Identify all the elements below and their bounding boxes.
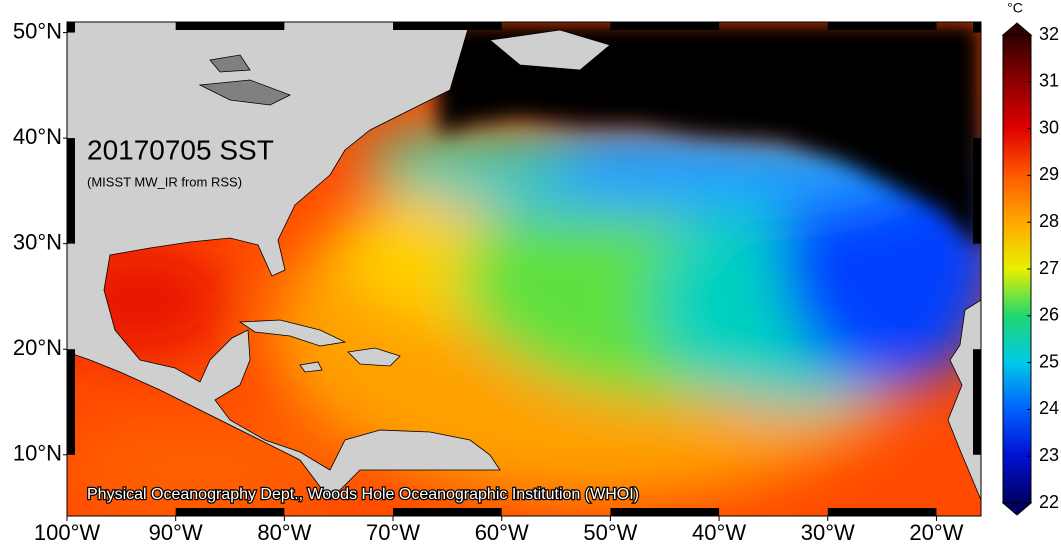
x-tick-label: 30°W	[801, 520, 855, 545]
map-title: 20170705 SST	[87, 134, 274, 165]
border-stripe	[973, 138, 981, 244]
x-tick-label: 20°W	[909, 520, 963, 545]
sst-field	[67, 110, 981, 516]
border-stripe	[67, 22, 75, 33]
land-hispaniola	[347, 347, 401, 367]
credit: Physical Oceanography Dept., Woods Hole …	[87, 486, 639, 503]
x-tick-label: 60°W	[475, 520, 529, 545]
colorbar-tick-label: 25	[1039, 351, 1059, 371]
border-stripe	[175, 508, 285, 516]
land-cuba	[238, 319, 347, 347]
map-subtitle: (MISST MW_IR from RSS)	[87, 174, 242, 189]
border-stripe	[973, 349, 981, 455]
border-stripe	[973, 22, 981, 33]
x-tick-label: 50°W	[583, 520, 637, 545]
y-tick-label: 10°N	[13, 441, 62, 466]
colorbar-tick-label: 27	[1039, 258, 1059, 278]
frame-border	[66, 21, 982, 517]
border-stripe	[67, 349, 75, 455]
colorbar-tick-label: 22	[1039, 492, 1059, 512]
land-africa	[947, 299, 981, 501]
border-stripe	[610, 508, 720, 516]
land-americas	[67, 22, 501, 501]
border-stripe	[175, 22, 285, 30]
x-tick-label: 100°W	[34, 520, 101, 545]
colorbar	[1002, 34, 1032, 504]
colorbar-tick-label: 23	[1039, 445, 1059, 465]
colorbar-tick-label: 24	[1039, 398, 1059, 418]
y-tick-label: 20°N	[13, 335, 62, 360]
colorbar-tick-label: 28	[1039, 211, 1059, 231]
x-tick-label: 80°W	[257, 520, 311, 545]
x-tick-label: 90°W	[149, 520, 203, 545]
map-area	[67, 22, 981, 516]
great-lakes	[198, 54, 291, 106]
y-tick-label: 30°N	[13, 229, 62, 254]
no-data	[430, 22, 981, 250]
colorbar-extend-low	[1001, 502, 1033, 516]
y-tick-label: 50°N	[13, 18, 62, 43]
border-stripe	[610, 22, 720, 30]
x-tick-label: 70°W	[366, 520, 420, 545]
colorbar-tick-label: 30	[1039, 117, 1059, 137]
land-jamaica	[299, 361, 323, 373]
y-tick-label: 40°N	[13, 124, 62, 149]
colorbar-tick-label: 31	[1039, 71, 1059, 91]
border-stripe	[67, 138, 75, 244]
map-frame	[66, 21, 982, 517]
colorbar-tick-label: 26	[1039, 305, 1059, 325]
colorbar-tick-label: 32	[1039, 24, 1059, 44]
border-stripe	[827, 508, 937, 516]
colorbar-tick-label: 29	[1039, 164, 1059, 184]
colorbar-extend-high	[1001, 22, 1033, 36]
x-tick-label: 40°W	[692, 520, 746, 545]
border-stripe	[393, 22, 502, 30]
border-stripe	[827, 22, 937, 30]
border-stripe	[393, 508, 502, 516]
colorbar-unit: °C	[1007, 0, 1023, 16]
land-newfoundland	[489, 29, 611, 71]
